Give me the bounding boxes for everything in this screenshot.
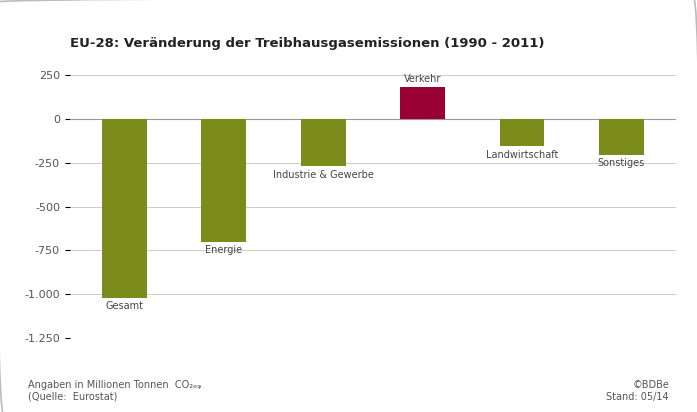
Bar xyxy=(102,119,147,297)
Text: Gesamt: Gesamt xyxy=(105,301,144,311)
Bar xyxy=(500,119,544,146)
Text: ©BDBe
Stand: 05/14: ©BDBe Stand: 05/14 xyxy=(606,380,669,402)
Bar xyxy=(599,119,644,155)
Text: EU-28: Veränderung der Treibhausgasemissionen (1990 - 2011): EU-28: Veränderung der Treibhausgasemiss… xyxy=(70,37,544,49)
Text: Landwirtschaft: Landwirtschaft xyxy=(486,150,558,159)
Text: Sonstiges: Sonstiges xyxy=(598,158,645,169)
Text: Angaben in Millionen Tonnen  CO₂ₑᵩ
(Quelle:  Eurostat): Angaben in Millionen Tonnen CO₂ₑᵩ (Quell… xyxy=(28,380,201,402)
Text: Industrie & Gewerbe: Industrie & Gewerbe xyxy=(273,170,374,180)
Text: Verkehr: Verkehr xyxy=(404,75,441,84)
Bar xyxy=(301,119,346,166)
Bar xyxy=(201,119,246,241)
Bar xyxy=(400,87,445,119)
Text: Energie: Energie xyxy=(205,245,243,255)
